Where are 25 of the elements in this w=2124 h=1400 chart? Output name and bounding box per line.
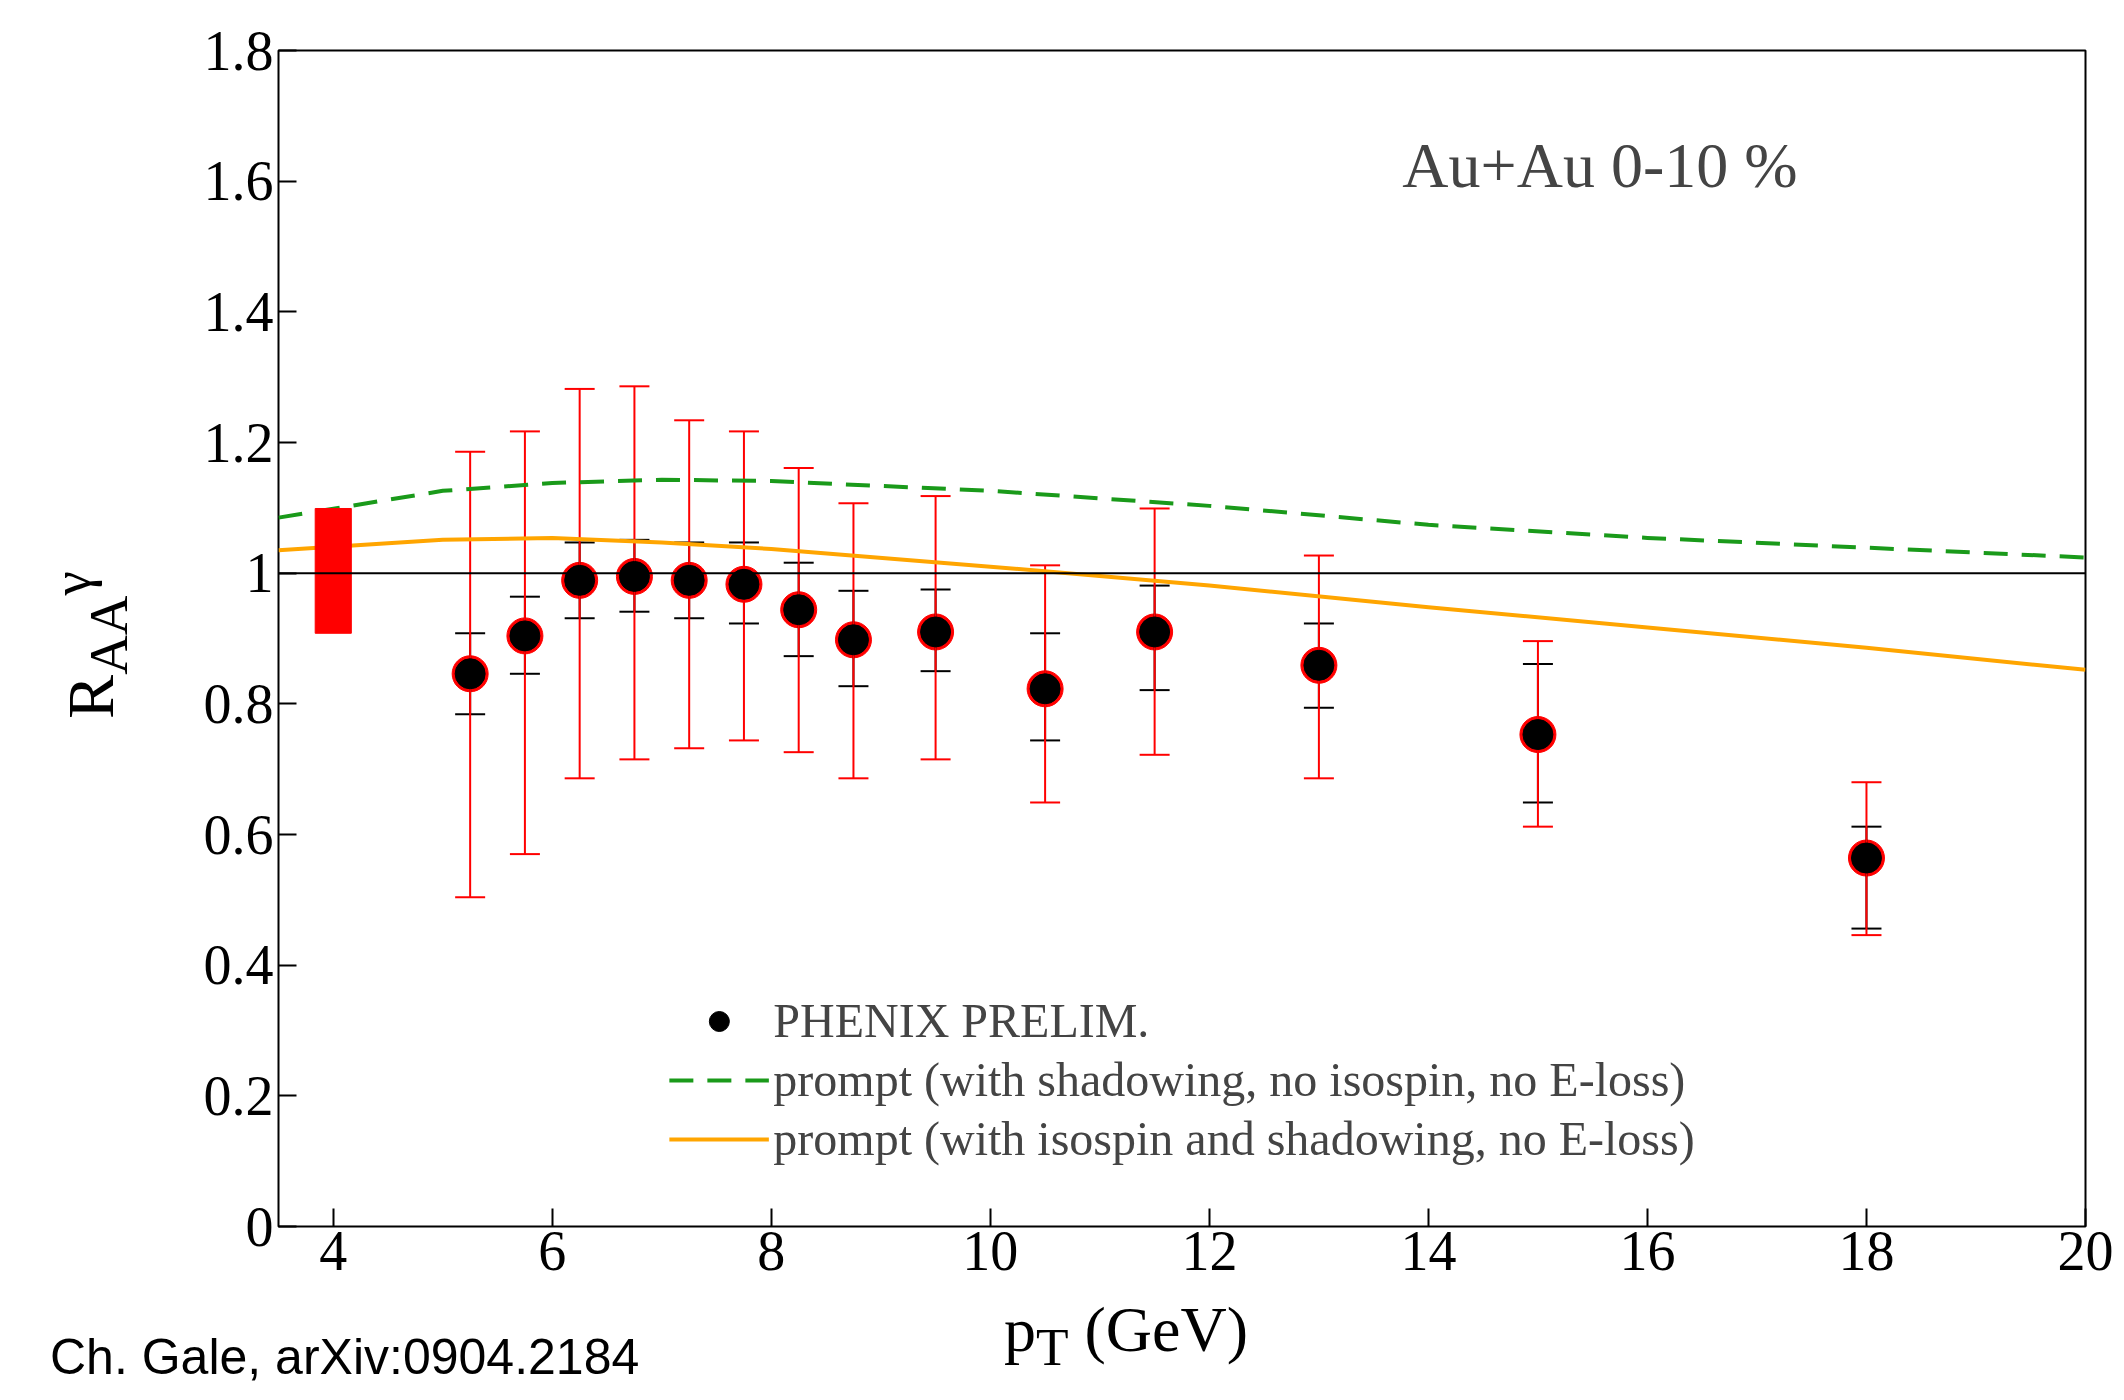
x-tick-label: 16 xyxy=(1619,1219,1676,1282)
y-tick-label: 1.2 xyxy=(203,411,274,474)
y-tick-label: 0.6 xyxy=(203,803,274,866)
x-tick-label: 14 xyxy=(1400,1219,1457,1282)
y-tick-label: 0.8 xyxy=(203,672,274,735)
legend-label: prompt (with shadowing, no isospin, no E-loss) xyxy=(773,1052,1686,1107)
x-tick-label: 6 xyxy=(538,1219,567,1282)
text: Ch. Gale, arXiv:0904.2184 xyxy=(50,1329,640,1385)
y-tick-label: 0.2 xyxy=(203,1064,274,1127)
x-tick-label: 8 xyxy=(757,1219,786,1282)
y-tick-label: 0.4 xyxy=(203,934,274,997)
x-tick-label: 18 xyxy=(1838,1219,1895,1282)
annotation: Au+Au 0-10 % xyxy=(1402,129,1798,201)
x-tick-label: 10 xyxy=(962,1219,1019,1282)
x-axis-title: p$_{T}$ (GeV) xyxy=(1003,1294,1249,1377)
x-tick-label: 4 xyxy=(319,1219,348,1282)
x-tick-label: 20 xyxy=(2057,1219,2114,1282)
legend-label: PHENIX PRELIM. xyxy=(773,993,1150,1048)
y-tick-label: 1.4 xyxy=(203,280,274,343)
y-tick-label: 0 xyxy=(245,1195,274,1258)
y-tick-label: 1.8 xyxy=(203,19,274,82)
x-tick-label: 12 xyxy=(1181,1219,1238,1282)
y-tick-label: 1.6 xyxy=(203,150,274,213)
y-tick-label: 1 xyxy=(245,542,274,605)
legend-label: prompt (with isospin and shadowing, no E-loss) xyxy=(773,1111,1695,1166)
